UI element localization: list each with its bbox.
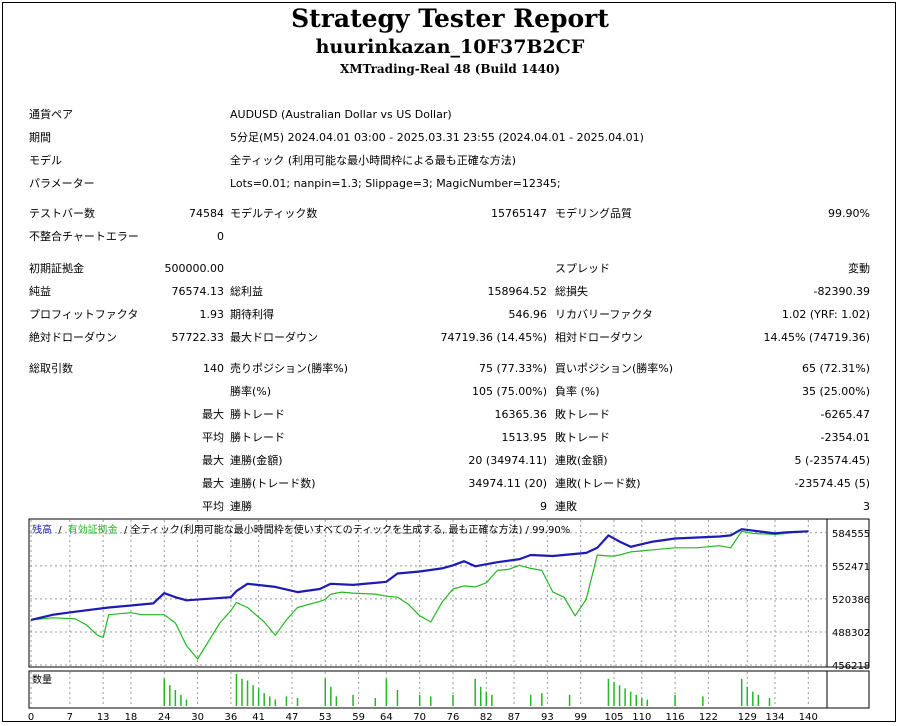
cons-wins-trd-value: 34974.11 (20) [468,477,547,490]
ticks-value: 15765147 [491,207,547,220]
pf-label: プロフィットファクタ [29,308,139,321]
abs-dd-label: 絶対ドローダウン [29,331,117,344]
gross-loss-label: 総損失 [555,285,588,298]
max-dd-value: 74719.36 (14.45%) [440,331,547,344]
long-value: 65 (72.31%) [801,362,870,375]
loss-label: 負率 (%) [555,385,600,398]
max-prefix: 最大 [202,454,224,467]
model-label: モデル [29,154,62,167]
symbol-value: AUDUSD (Australian Dollar vs US Dollar) [230,108,452,121]
recovery-value: 1.02 (YRF: 1.02) [781,308,870,321]
period-label: 期間 [29,131,51,144]
cons-loss-trd-value: -23574.45 (5) [794,477,870,490]
avg-loss2-label: 連敗 [555,500,577,513]
win-value: 105 (75.00%) [471,385,547,398]
max-prefix: 最大 [202,477,224,490]
spread-value: 変動 [848,262,870,275]
symbol-label: 通貨ペア [29,108,73,121]
cons-loss-amt-label: 連敗(金額) [555,454,608,467]
avg-loss-label: 敗トレード [555,431,610,444]
rel-dd-label: 相対ドローダウン [555,331,643,344]
net-label: 純益 [29,285,51,298]
largest-loss-label: 敗トレード [555,408,610,421]
loss-value: 35 (25.00%) [801,385,870,398]
quality-value: 99.90% [828,207,870,220]
net-value: 76574.13 [171,285,225,298]
short-value: 75 (77.33%) [478,362,547,375]
cons-wins-trd-label: 連勝(トレード数) [230,477,316,490]
trades-value: 140 [203,362,224,375]
short-label: 売りポジション(勝率%) [230,362,349,375]
spread-label: スプレッド [555,262,610,275]
ea-name: huurinkazan_10F37B2CF [315,36,585,58]
avg-loss2-value: 3 [863,500,870,513]
model-value: 全ティック (利用可能な最小時間枠による最も正確な方法) [230,154,517,167]
avg-wins-label: 連勝 [230,500,252,513]
deposit-value: 500000.00 [164,262,225,275]
pf-value: 1.93 [199,308,225,321]
max-prefix: 最大 [202,408,224,421]
report-title: Strategy Tester Report [291,4,609,33]
abs-dd-value: 57722.33 [171,331,225,344]
period-value: 5分足(M5) 2024.04.01 03:00 - 2025.03.31 23… [230,131,644,144]
cons-wins-amt-value: 20 (34974.11) [468,454,547,467]
gross-loss-value: -82390.39 [813,285,870,298]
long-label: 買いポジション(勝率%) [555,362,674,375]
mismatch-label: 不整合チャートエラー [29,230,139,243]
avg-win-value: 1513.95 [501,431,548,444]
win-label: 勝率(%) [230,385,272,398]
deposit-label: 初期証拠金 [29,262,84,275]
mismatch-value: 0 [217,230,224,243]
max-dd-label: 最大ドローダウン [230,331,318,344]
largest-loss-value: -6265.47 [820,408,870,421]
largest-win-label: 勝トレード [230,408,285,421]
quality-label: モデリング品質 [555,207,632,220]
bars-value: 74584 [189,207,224,220]
avg-prefix: 平均 [202,500,224,513]
params-label: パラメーター [29,177,95,190]
rel-dd-value: 14.45% (74719.36) [763,331,870,344]
params-value: Lots=0.01; nanpin=1.3; Slippage=3; Magic… [230,177,561,190]
bars-label: テストバー数 [29,207,95,220]
largest-win-value: 16365.36 [494,408,548,421]
cons-loss-trd-label: 連敗(トレード数) [555,477,641,490]
avg-wins-value: 9 [540,500,547,513]
gross-profit-value: 158964.52 [487,285,548,298]
avg-prefix: 平均 [202,431,224,444]
cons-loss-amt-value: 5 (-23574.45) [794,454,870,467]
avg-win-label: 勝トレード [230,431,285,444]
server-build: XMTrading-Real 48 (Build 1440) [339,62,561,76]
trades-label: 総取引数 [29,362,73,375]
cons-wins-amt-label: 連勝(金額) [230,454,283,467]
avg-loss-value: -2354.01 [820,431,870,444]
expected-value: 546.96 [508,308,548,321]
gross-profit-label: 総利益 [230,285,263,298]
recovery-label: リカバリーファクタ [555,308,653,321]
ticks-label: モデルティック数 [230,207,318,220]
expected-label: 期待利得 [230,308,274,321]
